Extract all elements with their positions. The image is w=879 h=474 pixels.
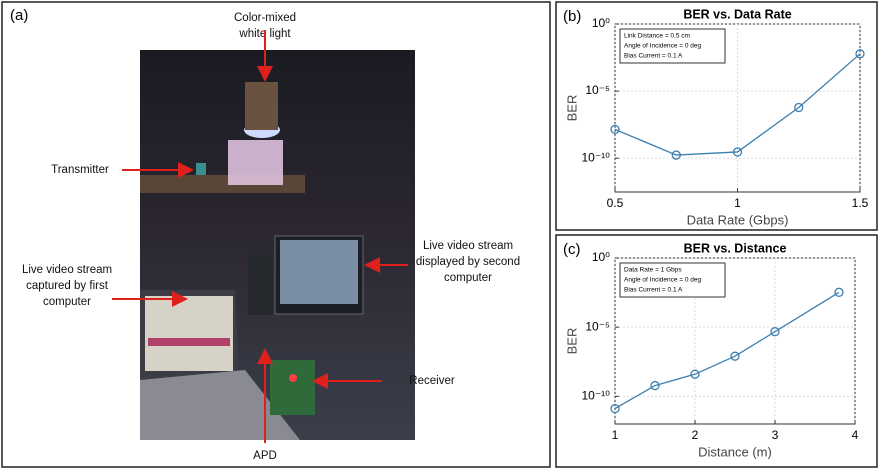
x-axis-label: Distance (m)	[698, 444, 772, 459]
annotation-text: Live video stream	[22, 264, 112, 276]
annotation-text: Live video stream	[423, 240, 513, 252]
annotation-text: computer	[444, 272, 492, 284]
annotation-text: computer	[43, 296, 91, 308]
y-tick-label: 10⁰	[592, 16, 610, 30]
y-tick-label: 10⁻⁵	[585, 83, 610, 97]
annotation-text: Bias Current = 0.1 A	[624, 287, 683, 294]
annotation-text: Angle of Incidence = 0 deg	[624, 277, 702, 284]
figure: (a) Color-mixedwhite lightTransmitterLiv…	[0, 0, 879, 469]
y-tick-label: 10⁻¹⁰	[582, 389, 611, 403]
y-tick-label: 10⁻¹⁰	[582, 150, 611, 164]
x-tick-label: 1.5	[852, 196, 869, 210]
panel-label: (c)	[563, 241, 581, 258]
annotation-text: Transmitter	[51, 164, 109, 176]
panel-label: (a)	[10, 7, 28, 24]
annotation-text: Bias Current = 0.1 A	[624, 53, 683, 60]
annotation-text: Receiver	[409, 375, 455, 387]
y-axis-label: BER	[564, 95, 579, 122]
annotation-text: Color-mixed	[234, 12, 296, 24]
y-tick-label: 10⁻⁵	[585, 319, 610, 333]
annotation-text: APD	[253, 450, 277, 462]
x-tick-label: 0.5	[607, 196, 624, 210]
chart-title: BER vs. Data Rate	[683, 7, 791, 21]
x-tick-label: 3	[772, 428, 779, 442]
annotation-text: captured by first	[26, 280, 109, 292]
annotation-text: Link Distance = 0.5 cm	[624, 33, 690, 40]
y-axis-label: BER	[564, 328, 579, 355]
annotation-text: Data Rate = 1 Gbps	[624, 267, 682, 274]
panel-label: (b)	[563, 8, 581, 25]
x-tick-label: 4	[852, 428, 859, 442]
annotation-text: displayed by second	[416, 256, 520, 268]
x-tick-label: 1	[612, 428, 619, 442]
x-tick-label: 1	[734, 196, 741, 210]
x-tick-label: 2	[692, 428, 699, 442]
y-tick-label: 10⁰	[592, 250, 610, 264]
annotation-text: Angle of Incidence = 0 deg	[624, 43, 702, 50]
chart-title: BER vs. Distance	[684, 241, 787, 255]
x-axis-label: Data Rate (Gbps)	[687, 212, 789, 227]
